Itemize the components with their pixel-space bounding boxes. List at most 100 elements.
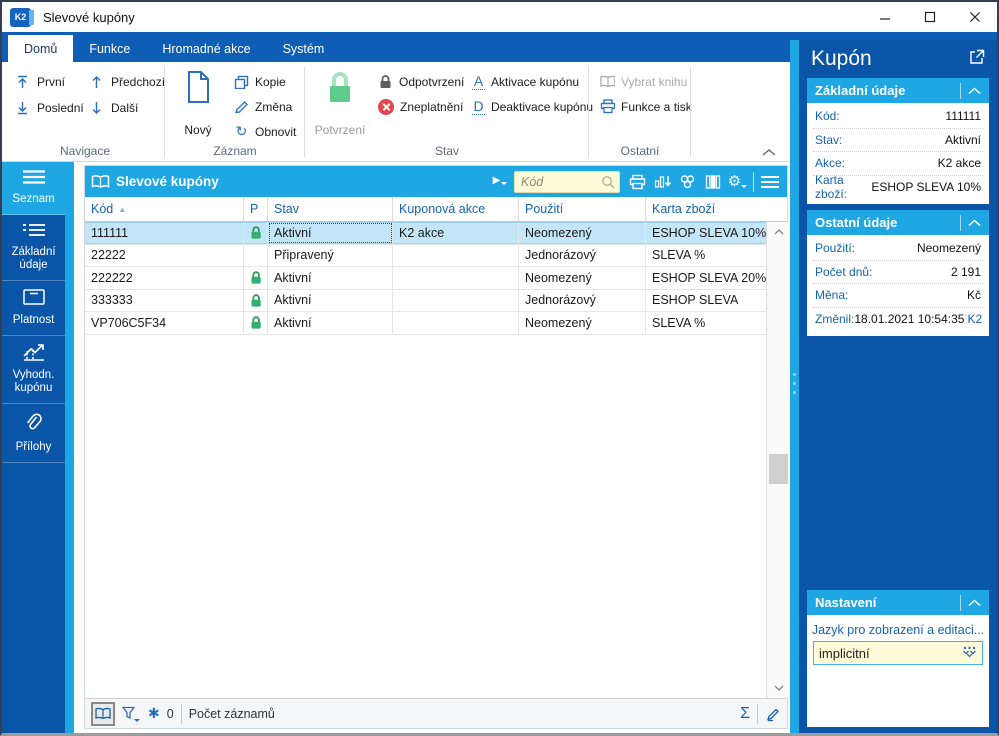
cell-confirmed [244,244,268,266]
table-row[interactable]: VP706C5F34 Aktivní Neomezený SLEVA % [85,312,767,335]
scrollbar-thumb[interactable] [769,454,789,484]
columns-icon[interactable] [701,172,724,192]
table-row[interactable]: 111111 Aktivní K2 akce Neomezený ESHOP SLEVA… [85,222,767,245]
sum-button[interactable]: Σ [740,704,750,722]
column-header-label: P [250,202,259,216]
tab-hromadne-akce[interactable]: Hromadné akce [162,41,251,56]
menu-icon[interactable] [758,172,781,192]
select-book-button[interactable]: Vybrat knihu [596,70,696,93]
panel-row: Použití: Neomezený [813,237,983,261]
panel-section-nastaveni: Nastavení Jazyk pro zobrazení a editaci.… [807,590,989,727]
panel-row-label: Kód: [815,109,840,124]
cell-usage: Jednorázový [519,244,646,266]
sidebar-item-prilohy[interactable]: Přílohy [2,404,65,463]
cell-state: Připravený [268,244,393,266]
last-button[interactable]: Poslední [12,96,88,119]
previous-icon [92,75,101,88]
cell-confirmed [244,312,268,334]
snowflake-count: 0 [166,706,174,721]
functions-print-button[interactable]: Funkce a tisk [596,95,696,118]
deactivate-coupon-button[interactable]: D Deaktivace kupónu [472,97,594,115]
column-header-label: Kód [91,202,114,216]
splitter-handle[interactable] [793,372,796,394]
column-header-stav[interactable]: Stav [268,197,393,221]
table-title: Slevové kupóny [116,174,219,189]
next-button[interactable]: Další [86,96,169,119]
panel-row-label: Stav: [815,132,843,147]
maximize-button[interactable] [907,2,952,32]
first-button[interactable]: První [12,70,88,93]
search-input[interactable] [515,174,600,189]
refresh-button[interactable]: ↻ Obnovit [235,123,297,139]
cell-code: 222222 [85,267,244,289]
filter-button[interactable] [121,706,141,722]
collapse-section-icon[interactable] [960,82,981,99]
section-header[interactable]: Základní údaje [807,78,989,103]
tab-funkce[interactable]: Funkce [89,41,131,56]
column-header-p[interactable]: P [244,197,268,221]
sidebar-splitter[interactable] [65,162,74,733]
red-x-icon [378,98,394,115]
chart-icon [22,343,46,365]
new-button[interactable]: Nový [172,67,224,139]
panel-row: Akce: K2 akce [813,152,983,176]
copy-button[interactable]: Kopie [230,70,300,93]
scroll-up-icon[interactable] [767,222,790,242]
pencil-icon [235,100,248,113]
sidebar-item-zakladni-udaje[interactable]: Základní údaje [2,215,65,281]
section-header[interactable]: Nastavení [807,590,989,615]
column-header-pouziti[interactable]: Použití [519,197,646,221]
minimize-button[interactable] [862,2,907,32]
related-icon[interactable] [676,172,699,192]
column-header-karta-zbozi[interactable]: Karta zboží [646,197,787,221]
activate-coupon-button[interactable]: A Aktivace kupónu [472,72,580,90]
tab-domu[interactable]: Domů [8,35,74,62]
table-row[interactable]: 222222 Aktivní Neomezený ESHOP SLEVA 20% [85,267,767,290]
sidebar-item-seznam[interactable]: Seznam [2,162,65,215]
column-header-kod[interactable]: Kód ▲ [85,197,244,221]
chart-icon[interactable] [651,172,674,192]
cell-usage: Neomezený [519,267,646,289]
cell-state: Aktivní [268,222,393,244]
language-select[interactable]: implicitní [813,641,983,665]
section-header[interactable]: Ostatní údaje [807,210,989,235]
table-row[interactable]: 333333 Aktivní Jednorázový ESHOP SLEVA [85,289,767,312]
change-button[interactable]: Změna [230,95,300,118]
close-button[interactable] [952,2,997,32]
sidebar-item-vyhodn-kuponu[interactable]: Vyhodn. kupónu [2,336,65,404]
previous-button[interactable]: Předchozí [86,70,169,93]
sidebar-item-platnost[interactable]: Platnost [2,281,65,336]
panel-row-link[interactable]: K2 [967,312,983,327]
tab-system[interactable]: Systém [282,41,325,56]
cell-card: ESHOP SLEVA 20% [652,270,767,285]
title-bar: K2 Slevové kupóny [2,2,997,32]
search-mode-icon[interactable]: ▶ [492,175,508,186]
table-row[interactable]: 22222 Připravený Jednorázový SLEVA % [85,244,767,267]
ribbon-collapse-button[interactable] [762,144,782,158]
panel-row-value: 111111 [945,109,981,124]
sidebar-item-label: Seznam [12,193,55,205]
vertical-scrollbar[interactable] [766,222,791,698]
panel-splitter[interactable] [790,40,799,733]
group-label-navigace: Navigace [59,144,111,158]
book-view-toggle[interactable] [91,701,115,726]
column-header-kuponova-akce[interactable]: Kuponová akce [393,197,519,221]
confirm-button[interactable]: Potvrzení [312,67,368,139]
unconfirm-button[interactable]: Odpotvrzení [374,70,468,93]
snowflake-icon[interactable]: ✱ [148,705,160,721]
scroll-down-icon[interactable] [767,678,790,698]
print-icon[interactable] [626,172,649,192]
cell-code: VP706C5F34 [85,312,244,334]
invalidate-button[interactable]: Zneplatnění [374,95,468,118]
cell-card: SLEVA % [652,248,706,263]
cell-confirmed [244,289,268,311]
group-label-stav: Stav [434,144,459,158]
collapse-section-icon[interactable] [960,214,981,231]
collapse-section-icon[interactable] [960,594,981,611]
search-box [514,170,620,193]
open-external-button[interactable] [969,47,985,71]
edit-icon[interactable] [765,706,781,722]
settings-icon[interactable]: ⚙ [726,172,749,192]
letter-d-icon: D [472,97,485,115]
next-icon [92,101,101,114]
